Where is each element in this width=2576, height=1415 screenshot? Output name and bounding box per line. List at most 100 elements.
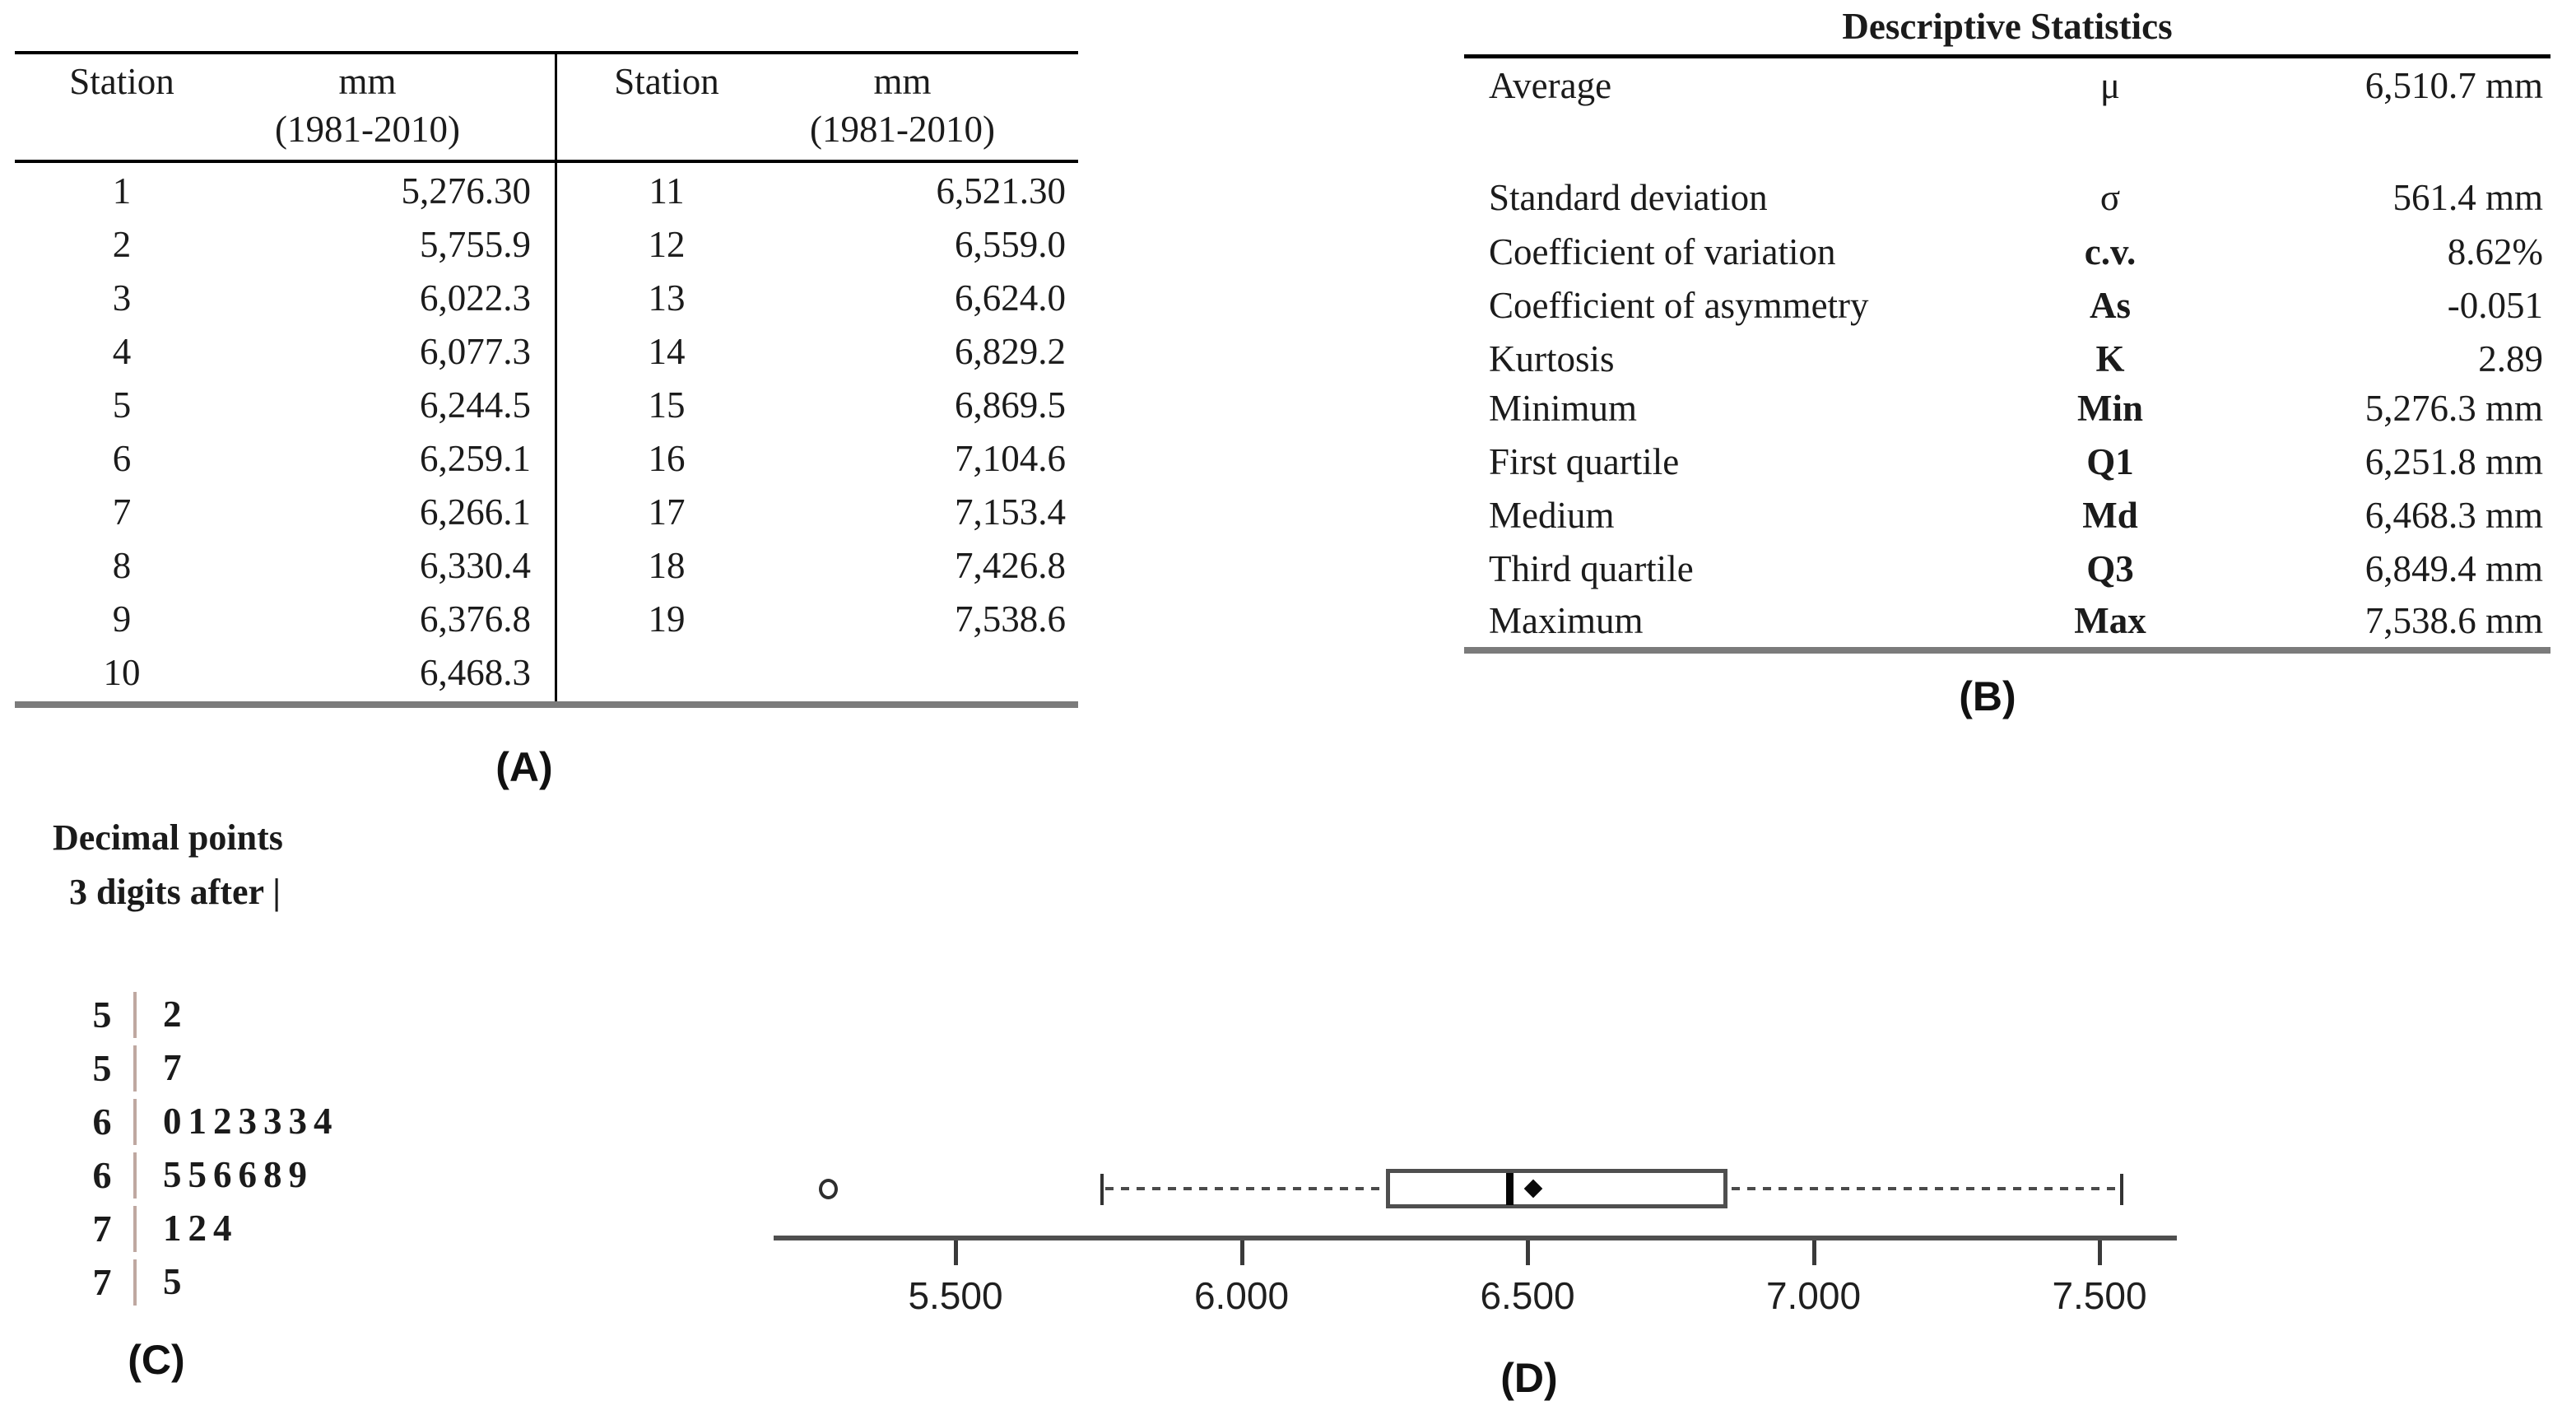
median-line	[1505, 1173, 1514, 1205]
table-row: 18 7,426.8	[556, 539, 1078, 593]
stat-symbol: σ	[2099, 177, 2121, 218]
stat-name: Medium	[1489, 495, 1615, 536]
stat-row: Medium Md 6,468.3 mm	[1464, 490, 2550, 541]
table-row: 16 7,104.6	[556, 432, 1078, 486]
column-header-station-right: Station	[614, 61, 719, 102]
station-cell: 18	[648, 545, 686, 586]
stat-name: First quartile	[1489, 441, 1680, 482]
stat-name: Third quartile	[1489, 548, 1694, 589]
rainfall-value-cell: 6,244.5	[420, 384, 531, 426]
table-b-bottom-rule	[1464, 647, 2550, 654]
table-row: 1 5,276.30	[15, 165, 556, 218]
table-row: 7 6,266.1	[15, 486, 556, 539]
station-cell: 3	[112, 277, 132, 319]
table-a-left-rows: 1 5,276.30 2 5,755.9 3 6,022.3 4 6,077.3 5 6,244.…	[15, 165, 556, 700]
stat-row: Average μ 6,510.7 mm	[1464, 60, 2550, 111]
stat-symbol: Max	[2074, 600, 2146, 641]
table-row: 8 6,330.4	[15, 539, 556, 593]
column-header-unit-left: mm	[338, 61, 397, 102]
column-header-period-right: (1981-2010)	[810, 109, 995, 150]
table-row: 2 5,755.9	[15, 218, 556, 272]
stat-row: Standard deviation σ 561.4 mm	[1464, 172, 2550, 223]
station-cell: 10	[103, 652, 141, 693]
rainfall-value-cell: 7,538.6	[955, 598, 1066, 640]
stat-symbol: As	[2089, 285, 2131, 326]
rainfall-value-cell: 6,022.3	[420, 277, 531, 319]
stat-row: Coefficient of variation c.v. 8.62%	[1464, 226, 2550, 277]
rainfall-value-cell: 6,468.3	[420, 652, 531, 693]
stat-value: 6,251.8 mm	[2364, 441, 2543, 482]
table-row: 3 6,022.3	[15, 272, 556, 325]
panel-a-label: (A)	[495, 744, 553, 790]
stat-value: 5,276.3 mm	[2364, 388, 2543, 429]
rainfall-value-cell: 6,559.0	[955, 224, 1066, 265]
rainfall-value-cell: 6,330.4	[420, 545, 531, 586]
x-axis-tick-label: 5.500	[908, 1274, 1003, 1317]
stat-symbol: K	[2095, 338, 2125, 379]
station-cell: 16	[648, 438, 686, 479]
rainfall-value-cell: 6,259.1	[420, 438, 531, 479]
station-cell: 15	[648, 384, 686, 426]
whisker-cap-high	[2119, 1174, 2123, 1205]
stem-leaf-row: 6 556689	[82, 1148, 576, 1202]
rainfall-value-cell: 7,104.6	[955, 438, 1066, 479]
leaf-values: 2	[163, 994, 188, 1035]
stat-symbol: Q1	[2086, 441, 2134, 482]
station-cell: 12	[648, 224, 686, 265]
station-cell: 14	[648, 331, 686, 372]
x-axis-tick	[1526, 1240, 1530, 1265]
column-header-period-left: (1981-2010)	[275, 109, 460, 150]
panel-d-label: (D)	[1500, 1355, 1558, 1401]
leaf-values: 7	[163, 1047, 188, 1088]
stem-divider-bar	[133, 1098, 137, 1145]
table-a-header-rule	[15, 160, 1078, 163]
box-iqr	[1385, 1169, 1727, 1208]
stat-row: Third quartile Q3 6,849.4 mm	[1464, 543, 2550, 594]
table-b-top-rule	[1464, 54, 2550, 58]
stat-name: Coefficient of variation	[1489, 231, 1836, 272]
table-row: 6 6,259.1	[15, 432, 556, 486]
stat-row: Coefficient of asymmetry As -0.051	[1464, 280, 2550, 331]
rainfall-value-cell: 6,521.30	[936, 170, 1067, 212]
x-axis-tick	[1239, 1240, 1244, 1265]
stat-value: 2.89	[2478, 338, 2543, 379]
table-b-title: Descriptive Statistics	[1842, 6, 2173, 47]
stat-row: Kurtosis K 2.89	[1464, 333, 2550, 384]
stat-symbol: Q3	[2086, 548, 2134, 589]
x-axis-tick	[954, 1240, 958, 1265]
stem-value: 5	[92, 1047, 112, 1089]
station-cell: 5	[112, 384, 132, 426]
leaf-values: 556689	[163, 1154, 314, 1195]
x-axis-tick-label: 7.500	[2052, 1274, 2147, 1317]
station-cell: 17	[648, 491, 686, 533]
stat-name: Standard deviation	[1489, 177, 1768, 218]
table-a-top-rule	[15, 51, 1078, 54]
rainfall-value-cell: 6,869.5	[955, 384, 1066, 426]
stem-value: 5	[92, 994, 112, 1036]
rainfall-value-cell: 6,376.8	[420, 598, 531, 640]
table-row: 11 6,521.30	[556, 165, 1078, 218]
stat-row: Maximum Max 7,538.6 mm	[1464, 595, 2550, 646]
stat-name: Average	[1489, 65, 1612, 106]
stem-leaf-note-line1: Decimal points	[53, 817, 283, 858]
station-cell: 7	[112, 491, 132, 533]
stem-value: 7	[92, 1261, 112, 1303]
stem-value: 7	[92, 1208, 112, 1250]
stat-value: 6,510.7 mm	[2364, 65, 2543, 106]
x-axis-tick	[1811, 1240, 1816, 1265]
panel-b-label: (B)	[1959, 673, 2016, 719]
table-row: 12 6,559.0	[556, 218, 1078, 272]
rainfall-value-cell: 6,077.3	[420, 331, 531, 372]
column-header-station-left: Station	[69, 61, 174, 102]
table-b: Descriptive Statistics Average μ 6,510.7 m…	[1464, 0, 2550, 667]
stat-value: 561.4 mm	[2392, 177, 2543, 218]
whisker-line-low	[1104, 1187, 1386, 1190]
x-axis-line	[774, 1236, 2177, 1240]
stem-leaf-row: 6 0123334	[82, 1095, 576, 1148]
stat-name: Maximum	[1489, 600, 1644, 641]
stat-value: 7,538.6 mm	[2364, 600, 2543, 641]
